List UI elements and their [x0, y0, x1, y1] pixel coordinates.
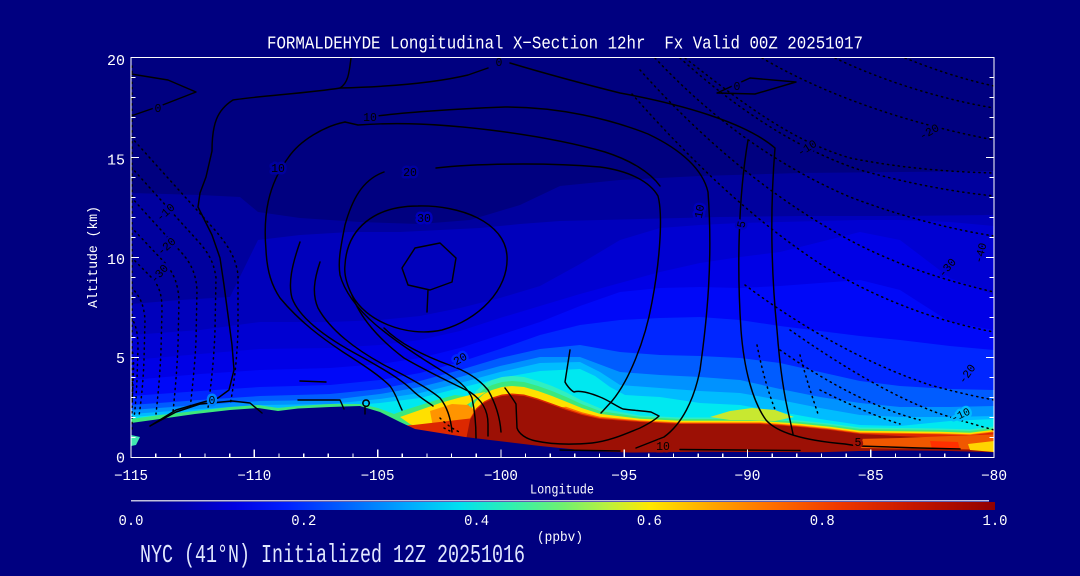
svg-text:0: 0	[116, 451, 125, 467]
svg-text:−85: −85	[858, 469, 884, 485]
svg-text:FORMALDEHYDE Longitudinal X−Se: FORMALDEHYDE Longitudinal X−Section 12hr…	[267, 34, 863, 55]
svg-text:0: 0	[496, 57, 503, 70]
svg-text:20: 20	[107, 54, 125, 70]
svg-text:5: 5	[855, 437, 862, 450]
svg-text:10: 10	[363, 112, 377, 125]
svg-text:−115: −115	[114, 469, 148, 485]
svg-text:−110: −110	[237, 469, 271, 485]
svg-text:1.0: 1.0	[983, 514, 1008, 530]
svg-text:NYC (41°N) Initialized 12Z 202: NYC (41°N) Initialized 12Z 20251016	[140, 540, 525, 570]
svg-text:0.2: 0.2	[291, 514, 316, 530]
svg-text:0.8: 0.8	[810, 514, 835, 530]
svg-text:0: 0	[155, 103, 162, 116]
svg-text:−100: −100	[484, 469, 518, 485]
svg-text:−90: −90	[734, 469, 760, 485]
svg-text:0: 0	[209, 395, 216, 408]
svg-text:30: 30	[417, 213, 431, 226]
svg-text:10: 10	[271, 163, 285, 176]
svg-text:−95: −95	[611, 469, 637, 485]
svg-text:20: 20	[403, 167, 417, 180]
svg-text:15: 15	[107, 154, 125, 170]
svg-text:Longitude: Longitude	[530, 484, 594, 499]
svg-text:0: 0	[734, 81, 741, 94]
svg-text:−105: −105	[361, 469, 395, 485]
svg-text:10: 10	[656, 441, 670, 454]
svg-text:(ppbv): (ppbv)	[537, 531, 583, 546]
svg-text:0.0: 0.0	[119, 514, 144, 530]
svg-text:−80: −80	[981, 469, 1007, 485]
svg-text:10: 10	[107, 253, 125, 269]
svg-text:10: 10	[693, 204, 708, 220]
svg-text:0.6: 0.6	[637, 514, 662, 530]
svg-text:Altitude (km): Altitude (km)	[87, 206, 102, 308]
svg-text:0.4: 0.4	[464, 514, 489, 530]
svg-text:5: 5	[116, 352, 125, 368]
